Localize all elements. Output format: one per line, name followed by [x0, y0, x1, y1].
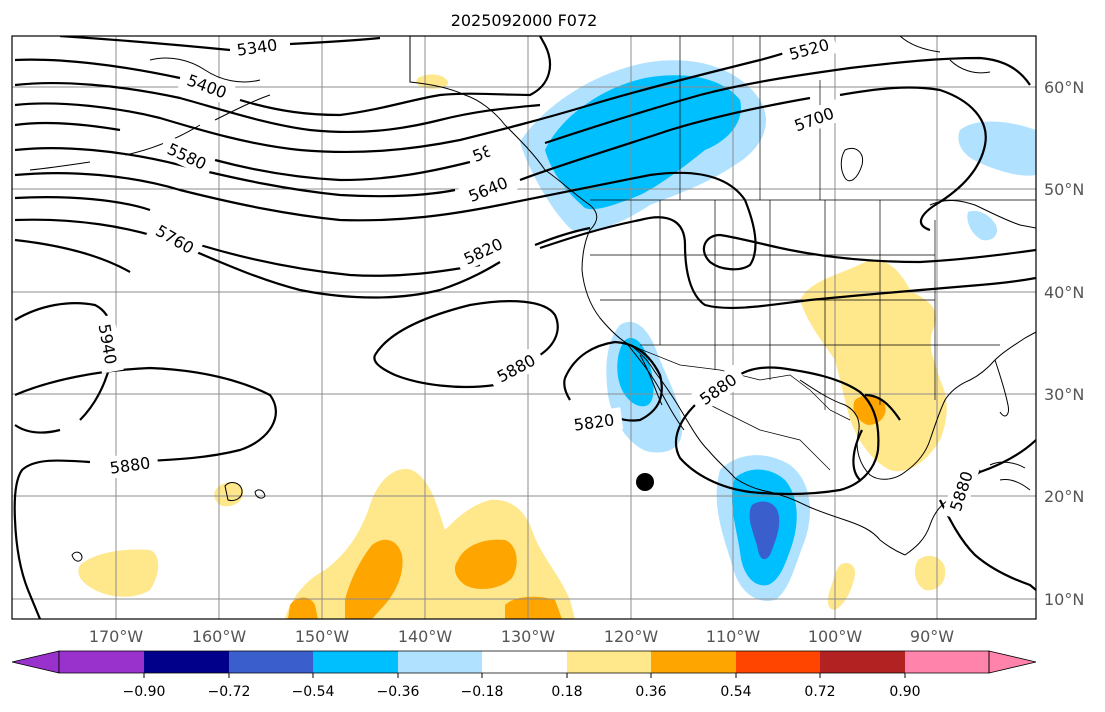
contour-5340: [59, 36, 381, 52]
colorbar-segment: [482, 651, 567, 673]
shade-pos-hawaii-west: [78, 549, 159, 597]
colorbar-segment: [229, 651, 313, 673]
shade-pos-central-us: [800, 260, 947, 472]
shade-neg-great-lakes: [967, 210, 998, 241]
colorbar-extend-min: [11, 650, 60, 674]
height-contours: [13, 36, 1036, 619]
location-marker: [636, 473, 654, 491]
lon-label: 110°W: [706, 627, 761, 646]
lon-label: 150°W: [295, 627, 350, 646]
lat-label: 40°N: [1044, 283, 1084, 302]
colorbar: −0.90 −0.72 −0.54 −0.36 −0.18 0.18 0.36 …: [11, 650, 1037, 700]
contour-5880-mexico: [675, 366, 880, 496]
contour-5760: [14, 196, 1036, 310]
colorbar-tick-label: −0.72: [208, 684, 251, 700]
shade-pos-alaska-small: [416, 74, 448, 89]
shade-pos3-central-pacific: [454, 539, 517, 590]
contour-5580: [14, 56, 1031, 182]
lat-label: 30°N: [1044, 385, 1084, 404]
map-frame: [11, 35, 1037, 620]
colorbar-tick-label: −0.18: [461, 684, 504, 700]
lat-label: 20°N: [1044, 487, 1084, 506]
lat-label: 60°N: [1044, 78, 1084, 97]
contour-5520: [14, 40, 821, 154]
shading-layer: [78, 60, 1036, 619]
lon-label: 120°W: [604, 627, 659, 646]
colorbar-segment: [567, 651, 651, 673]
coastlines: [29, 36, 1036, 562]
lon-label: 90°W: [910, 627, 954, 646]
colorbar-extend-max: [988, 650, 1037, 674]
lon-label: 170°W: [89, 627, 144, 646]
shade-pos4-central-pacific: [505, 596, 562, 619]
colorbar-tick-label: −0.90: [123, 684, 166, 700]
contour-5460: [14, 82, 541, 134]
shade-pos-caribbean: [914, 555, 946, 591]
figure-title: 2025092000 F072: [451, 11, 598, 30]
colorbar-tick-label: 0.72: [804, 684, 835, 700]
colorbar-tick-label: −0.54: [292, 684, 335, 700]
political-borders: [590, 36, 1036, 471]
colorbar-segment: [59, 651, 144, 673]
lon-label: 100°W: [808, 627, 863, 646]
shade-neg2-gulf-alaska: [545, 75, 741, 210]
colorbar-tick-label: 0.90: [889, 684, 920, 700]
colorbar-tick-label: 0.18: [551, 684, 582, 700]
contour-5880-caribbean: [939, 499, 1036, 591]
contour-5820-low: [563, 340, 663, 422]
contour-5700: [14, 171, 1036, 271]
contour-5400: [14, 36, 552, 117]
contour-5880-east-pacific: [373, 300, 559, 389]
lon-label: 140°W: [398, 627, 453, 646]
colorbar-tick-label: 0.36: [635, 684, 666, 700]
lat-label: 10°N: [1044, 590, 1084, 609]
shade-neg3-mexico: [749, 501, 780, 560]
colorbar-tick-label: −0.36: [377, 684, 420, 700]
lon-label: 130°W: [501, 627, 556, 646]
colorbar-segment: [144, 651, 229, 673]
lat-label: 50°N: [1044, 180, 1084, 199]
colorbar-segment: [820, 651, 905, 673]
latitude-labels: 60°N 50°N 40°N 30°N 20°N 10°N: [1044, 78, 1084, 609]
longitude-labels: 170°W 160°W 150°W 140°W 130°W 120°W 110°…: [89, 627, 954, 646]
colorbar-tick-label: 0.54: [720, 684, 751, 700]
contour-5880-gulf: [852, 393, 901, 481]
colorbar-segment: [905, 651, 989, 673]
colorbar-segment: [313, 651, 398, 673]
colorbar-segment: [651, 651, 736, 673]
colorbar-segment: [736, 651, 820, 673]
contour-5820: [14, 218, 591, 299]
graticule: [12, 36, 1036, 619]
shade-pos2-texas: [853, 395, 886, 425]
colorbar-ticks: [143, 673, 906, 678]
shade-pos5-central-pacific: [288, 597, 318, 619]
contour-5880-north: [13, 238, 277, 619]
lon-label: 160°W: [192, 627, 247, 646]
colorbar-segment: [398, 651, 482, 673]
shade-neg-east-canada: [958, 121, 1036, 176]
contour-5640: [14, 86, 987, 232]
